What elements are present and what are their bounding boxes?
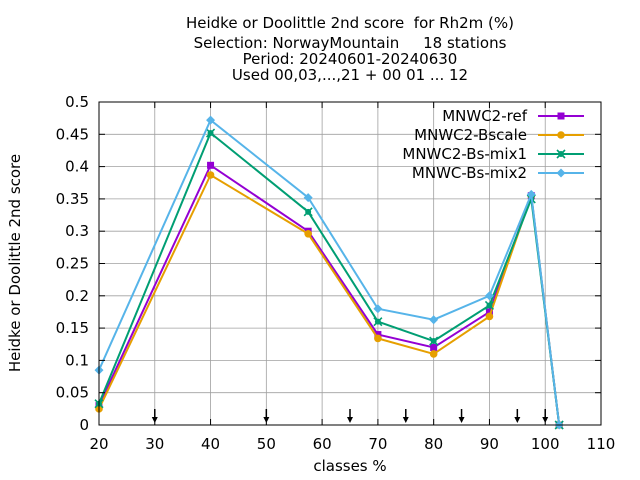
data-point [429, 350, 438, 358]
data-point [207, 161, 215, 169]
x-tick-label: 40 [201, 435, 220, 453]
x-tick-label: 70 [368, 435, 387, 453]
x-axis-title: classes % [313, 457, 386, 475]
series-3 [94, 115, 564, 430]
data-point [526, 189, 536, 199]
data-point [484, 291, 494, 301]
legend-marker [557, 112, 565, 120]
series-line [98, 173, 561, 426]
data-point-cross [373, 317, 383, 327]
legend-entry-1: MNWC2-Bscale [414, 126, 584, 144]
legend-marker [556, 168, 566, 178]
axis-ticks: 0 0.05 0.1 0.15 0.2 0.25 0.3 0.35 0.4 0.45 0.5 20 30… [56, 93, 616, 453]
data-point [304, 229, 312, 238]
x-tick-label: 80 [424, 435, 443, 453]
threshold-arrow-head [347, 417, 353, 423]
y-tick-label: 0 [79, 416, 89, 434]
series-line [98, 131, 561, 426]
legend-marker [557, 131, 565, 139]
x-tick-label: 110 [587, 435, 616, 453]
y-tick-label: 0.4 [65, 158, 89, 176]
threshold-arrow [458, 409, 465, 423]
threshold-arrow-head [402, 417, 409, 423]
data-point [484, 300, 495, 311]
threshold-arrow-head [514, 417, 521, 423]
title-line-2: Selection: NorwayMountain 18 stations [193, 34, 507, 52]
y-tick-label: 0.3 [65, 222, 89, 240]
threshold-arrow [402, 409, 409, 423]
title-line-4: Used 00,03,...,21 + 00 01 ... 12 [231, 66, 469, 84]
data-point [373, 304, 383, 314]
y-tick-label: 0.05 [56, 384, 89, 402]
series-line [98, 118, 561, 426]
y-tick-label: 0.25 [56, 255, 89, 273]
y-tick-label: 0.35 [56, 190, 89, 208]
y-tick-label: 0.5 [65, 93, 89, 111]
series-2 [94, 128, 564, 430]
data-point-cross [205, 128, 216, 138]
legend-entry-3: MNWC-Bs-mix2 [412, 164, 584, 182]
legend-marker [556, 149, 566, 159]
data-point-cross [429, 336, 439, 346]
data-point [374, 331, 382, 339]
data-point [303, 207, 313, 217]
data-point [373, 317, 383, 327]
title-line-3: Period: 20240601-20240630 [242, 50, 458, 68]
y-axis-title: Heidke or Doolittle 2nd score [6, 154, 24, 372]
data-point [206, 171, 215, 179]
x-tick-label: 100 [531, 435, 560, 453]
x-tick-label: 60 [313, 435, 332, 453]
title-line-1: Heidke or Doolittle 2nd score for Rh2m (… [185, 14, 514, 32]
y-tick-label: 0.45 [56, 125, 89, 143]
y-tick-label: 0.15 [56, 319, 89, 337]
legend-label: MNWC2-Bs-mix1 [402, 145, 527, 163]
y-tick-label: 0.2 [65, 287, 89, 305]
threshold-arrow [514, 409, 521, 423]
data-point-cross [484, 300, 495, 311]
threshold-arrow-head [458, 417, 465, 423]
y-tick-label: 0.1 [65, 351, 89, 369]
data-point [430, 343, 438, 351]
data-point [485, 308, 493, 316]
series-lines [94, 115, 564, 430]
data-point [374, 334, 382, 343]
x-tick-label: 50 [257, 435, 276, 453]
legend-entry-0: MNWC2-ref [442, 107, 584, 125]
data-point [429, 336, 439, 346]
data-point [303, 193, 313, 203]
legend: MNWC2-refMNWC2-BscaleMNWC2-Bs-mix1MNWC-B… [402, 107, 584, 182]
data-point [205, 128, 216, 138]
legend-marker-cross [556, 149, 566, 159]
data-point [485, 312, 494, 321]
data-point [429, 315, 439, 325]
threshold-arrow [347, 409, 353, 423]
threshold-arrows [151, 409, 549, 423]
legend-label: MNWC2-ref [442, 107, 527, 125]
x-tick-label: 20 [89, 435, 108, 453]
legend-entry-2: MNWC2-Bs-mix1 [402, 145, 584, 163]
legend-label: MNWC2-Bscale [414, 126, 527, 144]
data-point [206, 115, 216, 125]
x-tick-label: 30 [145, 435, 164, 453]
x-tick-label: 90 [480, 435, 499, 453]
legend-label: MNWC-Bs-mix2 [412, 164, 527, 182]
data-point-cross [303, 207, 313, 217]
